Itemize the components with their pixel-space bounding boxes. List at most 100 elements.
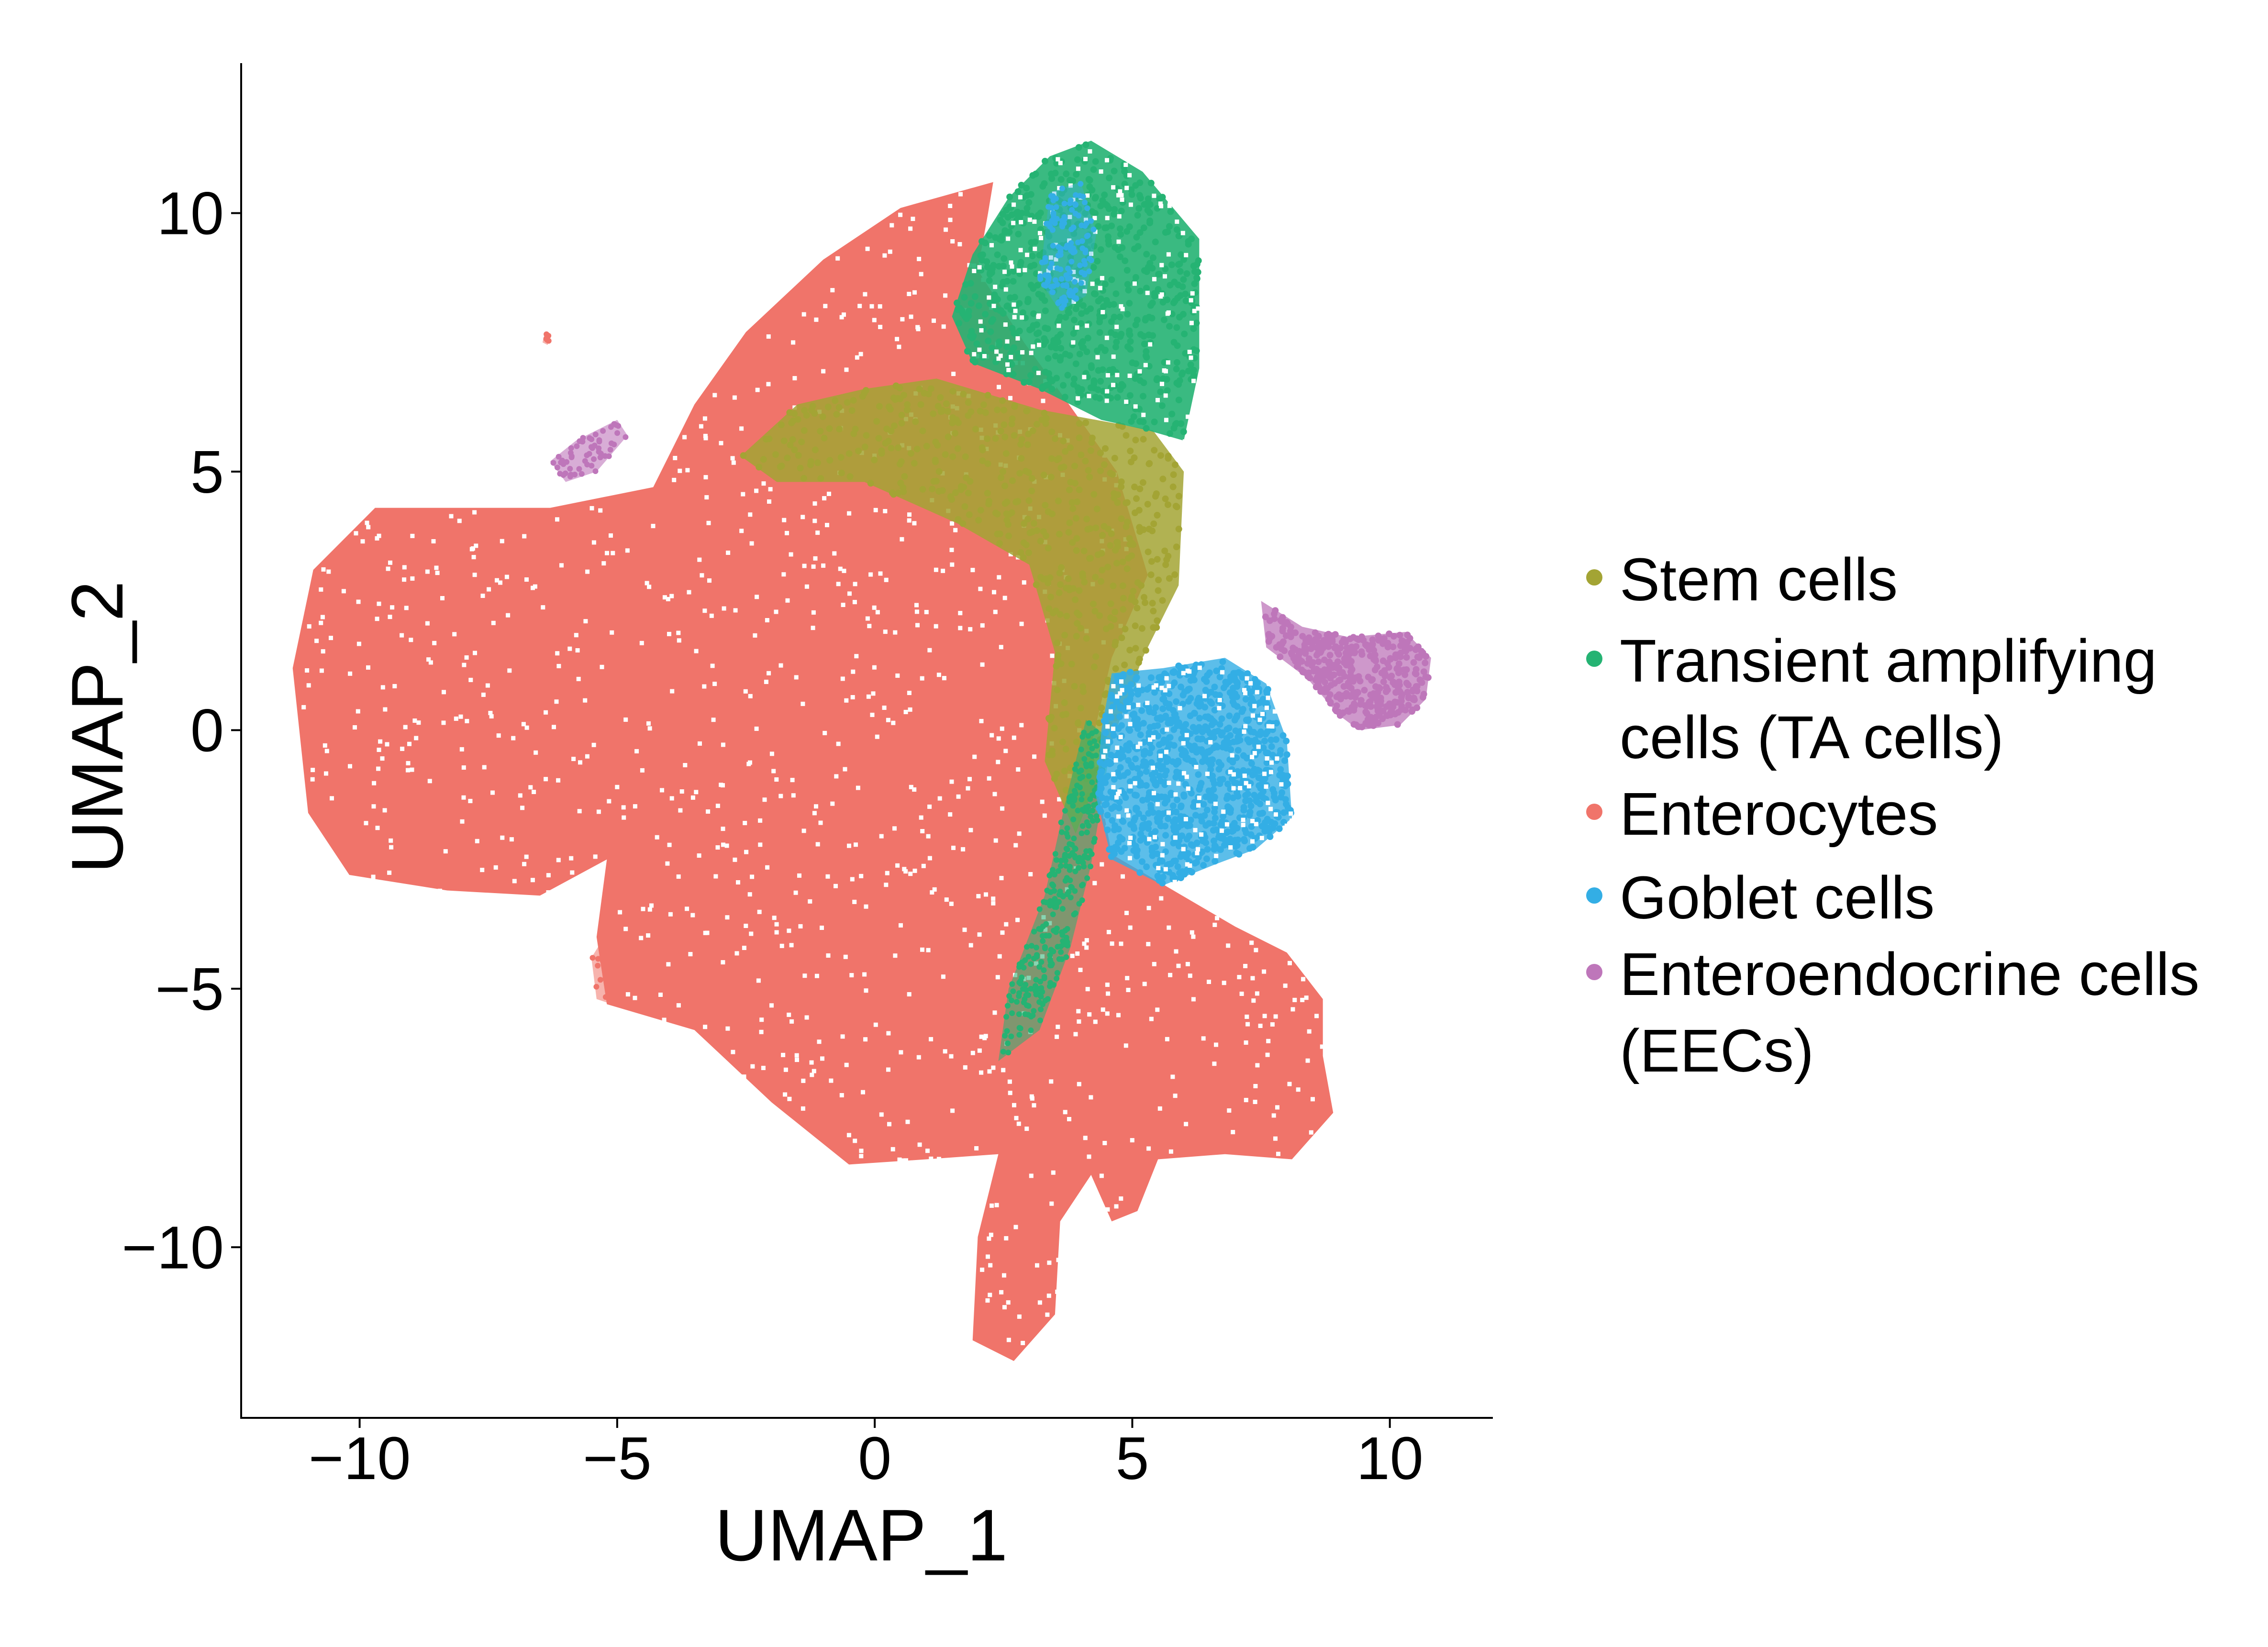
density-gap-speck (647, 726, 652, 731)
point-goblet-cells (1106, 846, 1113, 853)
density-gap-speck (834, 884, 838, 888)
point-stem-cells (943, 400, 950, 407)
density-gap-speck (811, 564, 816, 569)
point-stem-cells (955, 516, 962, 523)
point-goblet-cells (1132, 843, 1139, 850)
point-goblet-cells (1207, 766, 1214, 773)
point-stem-cells (1150, 520, 1157, 527)
point-eecs (1308, 662, 1315, 669)
density-gap-speck (774, 930, 779, 935)
density-gap-speck (859, 873, 864, 878)
point-ta-cells (1095, 223, 1102, 230)
density-gap-speck (937, 796, 942, 801)
point-ta-cells (1025, 378, 1033, 386)
density-gap-speck (1067, 238, 1072, 243)
point-ta-cells (1181, 331, 1188, 338)
legend-label: cells (TA cells) (1620, 704, 2004, 771)
x-tick-label: 0 (858, 1425, 891, 1492)
point-stem-cells (837, 454, 845, 461)
density-gap-speck (891, 720, 896, 725)
density-gap-speck (839, 315, 844, 320)
density-gap-speck (468, 677, 473, 682)
density-gap-speck (1105, 216, 1110, 221)
point-stem-cells (1025, 469, 1032, 476)
point-ta-cells (1128, 191, 1135, 198)
density-gap-speck (1036, 313, 1041, 318)
density-gap-speck (1217, 698, 1222, 702)
point-stem-cells (952, 430, 959, 437)
density-gap-speck (712, 682, 717, 686)
density-gap-speck (1116, 1013, 1121, 1017)
point-ta-cells (1057, 176, 1065, 183)
point-ta-cells (1000, 1049, 1006, 1055)
density-gap-speck (1242, 774, 1247, 778)
point-ta-cells (1118, 381, 1125, 388)
density-gap-speck (733, 608, 738, 613)
point-stem-cells (1047, 594, 1054, 600)
point-eecs (1372, 657, 1379, 664)
point-ta-cells (992, 234, 999, 241)
density-gap-speck (842, 568, 846, 573)
density-gap-speck (1149, 1017, 1154, 1021)
density-gap-speck (640, 768, 645, 773)
point-enterocytes (595, 962, 601, 969)
density-gap-speck (772, 916, 777, 920)
density-gap-speck (1016, 767, 1021, 772)
point-stem-cells (1118, 515, 1125, 522)
density-gap-speck (1184, 253, 1189, 257)
point-eecs (1416, 676, 1423, 684)
point-ta-cells (1063, 170, 1070, 177)
point-eecs (1408, 708, 1415, 715)
point-goblet-cells (1075, 239, 1081, 245)
density-gap-speck (926, 834, 931, 839)
point-ta-cells (1052, 872, 1057, 878)
point-eecs (1371, 651, 1379, 658)
point-goblet-cells (1197, 736, 1204, 743)
density-gap-speck (1068, 183, 1073, 188)
point-ta-cells (1035, 213, 1042, 221)
density-gap-speck (1032, 219, 1037, 224)
point-ta-cells (1117, 231, 1124, 238)
density-gap-speck (999, 876, 1004, 881)
point-goblet-cells (1164, 862, 1171, 869)
point-goblet-cells (1157, 674, 1165, 681)
point-stem-cells (1076, 611, 1083, 619)
density-gap-speck (982, 354, 987, 358)
point-ta-cells (1063, 954, 1069, 960)
density-gap-speck (1127, 856, 1132, 861)
density-gap-speck (812, 1069, 816, 1073)
point-goblet-cells (1231, 674, 1238, 682)
density-gap-speck (1128, 784, 1133, 789)
density-gap-speck (1276, 1151, 1280, 1156)
point-stem-cells (923, 442, 930, 450)
point-goblet-cells (1115, 804, 1123, 811)
point-goblet-cells (1244, 670, 1251, 677)
point-stem-cells (1029, 528, 1036, 535)
point-ta-cells (1110, 301, 1117, 308)
point-ta-cells (1053, 857, 1059, 863)
density-gap-speck (800, 701, 805, 706)
density-gap-speck (1084, 938, 1089, 943)
density-gap-speck (512, 879, 517, 884)
point-ta-cells (1097, 295, 1104, 302)
point-stem-cells (760, 456, 767, 463)
density-gap-speck (697, 853, 701, 858)
point-goblet-cells (1137, 731, 1144, 739)
point-eecs (1367, 698, 1374, 705)
density-gap-speck (991, 896, 996, 901)
density-gap-speck (382, 808, 387, 813)
density-gap-speck (1056, 157, 1060, 162)
density-gap-speck (1005, 339, 1010, 344)
point-goblet-cells (1156, 773, 1163, 780)
point-stem-cells (1067, 764, 1074, 772)
point-ta-cells (1155, 286, 1162, 293)
density-gap-speck (371, 874, 376, 879)
point-ta-cells (1094, 386, 1101, 393)
density-gap-speck (1020, 350, 1025, 354)
point-ta-cells (1030, 285, 1037, 292)
point-ta-cells (1156, 195, 1163, 202)
density-gap-speck (1147, 837, 1152, 841)
density-gap-speck (849, 973, 854, 978)
density-gap-speck (1101, 310, 1105, 314)
